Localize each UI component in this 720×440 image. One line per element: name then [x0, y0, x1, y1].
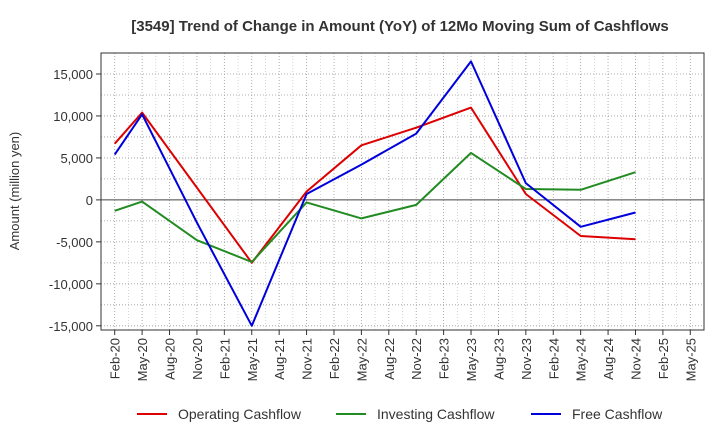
y-tick-label: 10,000 — [53, 109, 93, 124]
x-tick-label: Nov-20 — [190, 338, 205, 380]
y-axis-label: Amount (million yen) — [7, 132, 22, 251]
chart-title: [3549] Trend of Change in Amount (YoY) o… — [131, 18, 669, 35]
x-tick-label: May-25 — [683, 338, 698, 381]
legend-label-operating-cashflow: Operating Cashflow — [178, 406, 302, 422]
x-tick-label: Aug-23 — [491, 338, 506, 380]
legend-label-investing-cashflow: Investing Cashflow — [377, 406, 495, 422]
x-tick-label: Feb-22 — [327, 338, 342, 379]
series-line-investing-cashflow — [114, 151, 636, 263]
x-tick-label: May-22 — [354, 338, 369, 381]
y-tick-label: 15,000 — [53, 67, 93, 82]
x-tick-label: Feb-20 — [108, 338, 123, 379]
series-line-free-cashflow — [113, 60, 636, 327]
x-tick-label: Aug-24 — [601, 338, 616, 380]
series-lines — [113, 60, 636, 327]
x-tick-label: May-21 — [245, 338, 260, 381]
grid — [101, 52, 704, 330]
x-tick-label: Nov-23 — [519, 338, 534, 380]
y-tick-label: 0 — [86, 193, 93, 208]
series-line-operating-cashflow — [113, 106, 636, 264]
y-tick-label: -10,000 — [49, 277, 93, 292]
x-tick-label: Aug-20 — [163, 338, 178, 380]
x-tick-label: Feb-23 — [437, 338, 452, 379]
x-tick-label: Nov-21 — [300, 338, 315, 380]
x-tick-label: Nov-24 — [628, 338, 643, 380]
x-tick-label: Feb-25 — [656, 338, 671, 379]
x-axis-ticks: Feb-20 May-20 Aug-20 Nov-20 Feb-21 May-21 Aug-… — [108, 330, 698, 381]
x-tick-label: May-23 — [464, 338, 479, 381]
y-tick-label: -5,000 — [56, 235, 93, 250]
x-tick-label: May-20 — [135, 338, 150, 381]
y-tick-label: 5,000 — [60, 151, 93, 166]
x-tick-label: Aug-21 — [272, 338, 287, 380]
x-tick-label: Feb-21 — [217, 338, 232, 379]
legend-label-free-cashflow: Free Cashflow — [572, 406, 663, 422]
plot-area-frame — [100, 52, 705, 331]
x-tick-label: Aug-22 — [382, 338, 397, 380]
x-tick-label: Nov-22 — [409, 338, 424, 380]
x-tick-label: Feb-24 — [546, 338, 561, 379]
x-tick-label: May-24 — [574, 338, 589, 381]
y-axis-ticks: 15,000 10,000 5,000 0 -5,000 -10,000 -15,000 — [49, 67, 101, 334]
legend: Operating Cashflow Investing Cashflow Free… — [137, 406, 663, 422]
y-tick-label: -15,000 — [49, 319, 93, 334]
